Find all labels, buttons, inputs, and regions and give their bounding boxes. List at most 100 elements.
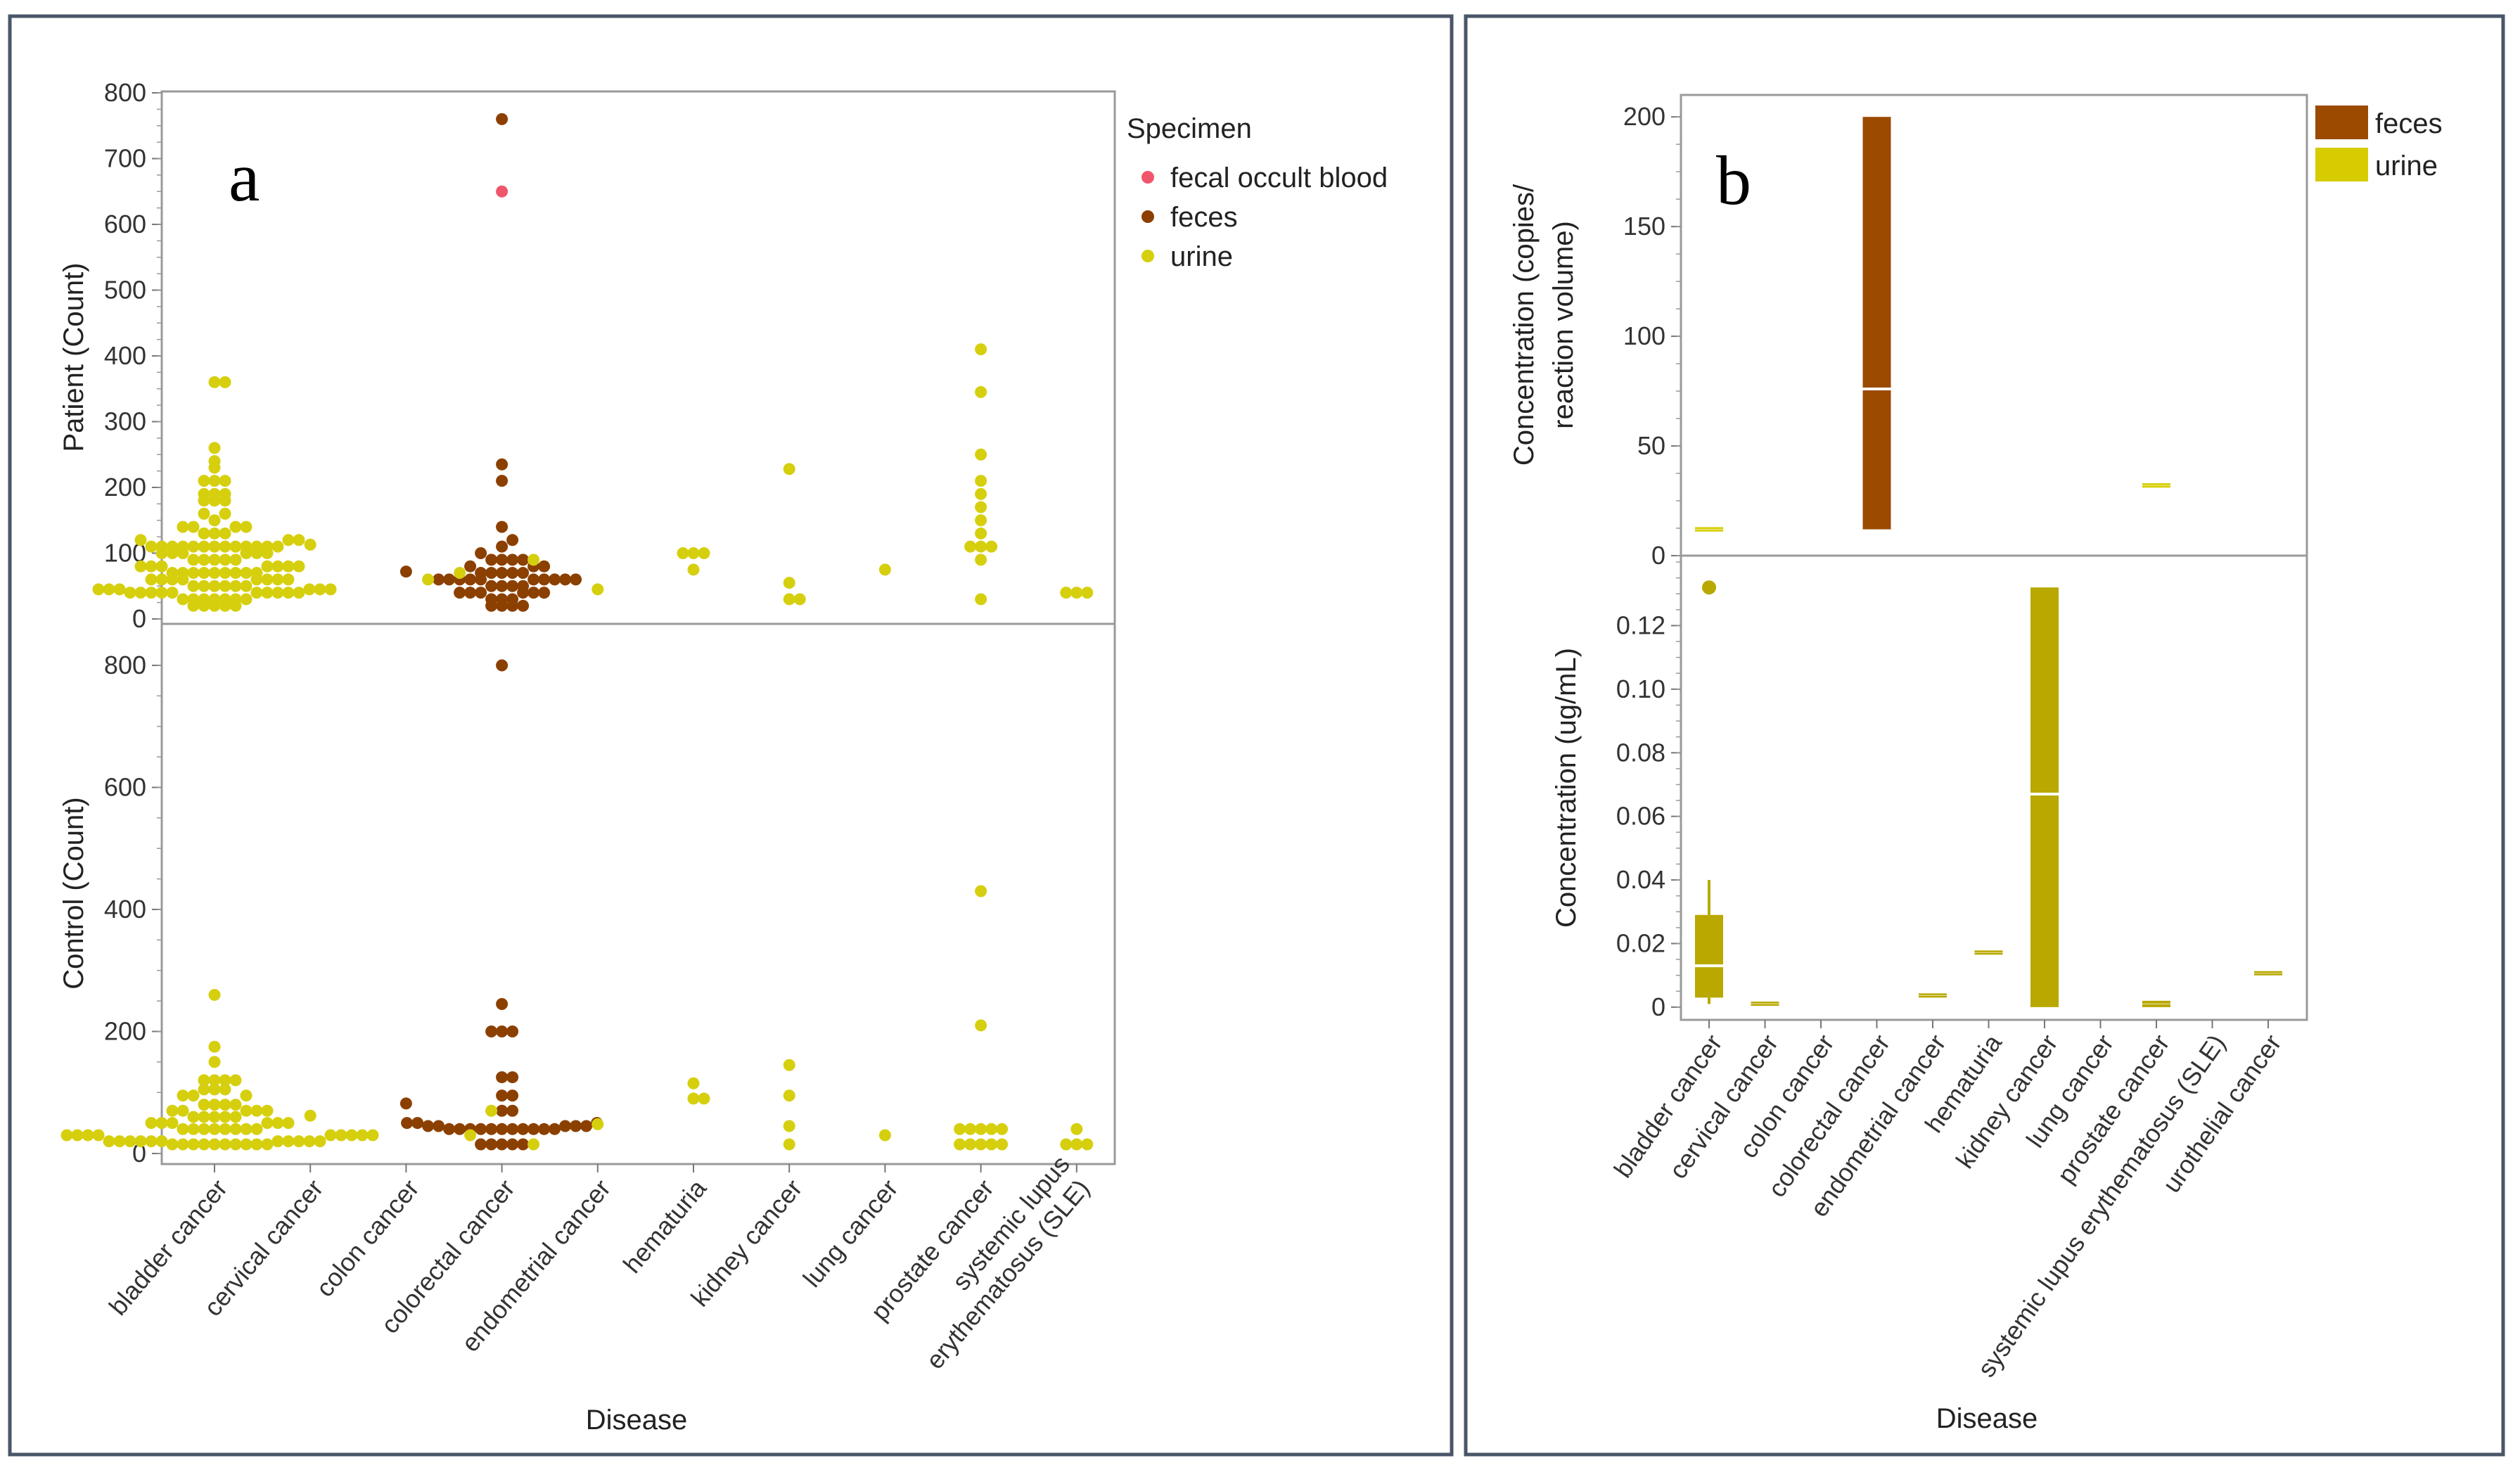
point-urine-prostate-cancer [975,385,987,398]
point-urine-prostate-cancer [975,1123,987,1135]
point-urine-prostate-cancer [975,540,987,553]
point-urine-bladder-cancer [198,1083,210,1096]
panel-a-x-axis-title: Disease [586,1405,688,1436]
point-urine-prostate-cancer [996,1123,1009,1135]
point-urine-bladder-cancer [145,573,158,586]
panel-b-bottom-y-axis-title: Concentration (ug/mL) [1551,648,1582,928]
point-urine-bladder-cancer [324,583,337,596]
point-urine-bladder-cancer [166,1117,179,1130]
point-urine-kidney-cancer [783,1138,795,1151]
y-tick-label: 600 [104,210,146,238]
y-tick-label: 800 [104,78,146,107]
point-feces-colorectal-cancer [422,1120,435,1132]
point-urine-bladder-cancer [229,1123,242,1135]
point-urine-bladder-cancer [219,527,231,539]
point-feces-colorectal-cancer [506,1123,519,1135]
point-urine-bladder-cancer [293,534,305,547]
point-urine-bladder-cancer [293,587,305,599]
y-tick-label: 700 [104,144,146,173]
point-urine-bladder-cancer [124,1135,136,1148]
point-urine-prostate-cancer [985,540,998,553]
point-urine-bladder-cancer [198,1074,210,1087]
point-urine-bladder-cancer [187,1123,200,1135]
point-urine-bladder-cancer [261,540,274,553]
y-tick-label: 0.04 [1616,865,1665,894]
point-urine-cervical-cancer [304,538,316,551]
point-urine-prostate-cancer [975,343,987,356]
point-urine-kidney-cancer [783,1059,795,1071]
point-feces-colorectal-cancer [433,1120,445,1132]
point-feces-colorectal-cancer [433,573,445,586]
point-feces-colorectal-cancer [538,587,551,599]
y-tick-label: 300 [104,407,146,436]
point-urine-hematuria [687,1077,700,1089]
point-urine-bladder-cancer [208,527,221,539]
point-urine-bladder-cancer [187,580,200,592]
point-urine-bladder-cancer [219,1083,231,1096]
point-feces-colorectal-cancer [411,1117,424,1130]
point-feces-colorectal-cancer [517,599,530,612]
point-feces-colorectal-cancer [506,580,519,592]
y-tick-label: 0.02 [1616,929,1665,958]
point-urine-systemic-lupus-erythematosus-sle [1060,587,1073,599]
point-feces-colorectal-cancer [485,567,498,580]
point-urine-prostate-cancer [954,1138,966,1151]
point-urine-bladder-cancer [324,1129,337,1142]
legend-marker-feces [1141,210,1154,223]
point-urine-bladder-cancer [229,540,242,553]
point-urine-bladder-cancer [208,442,221,454]
point-feces-colorectal-cancer [559,573,572,586]
panel-letter-a: a [229,138,260,216]
point-urine-hematuria [687,563,700,576]
point-urine-prostate-cancer [975,448,987,461]
point-urine-bladder-cancer [198,1138,210,1151]
point-urine-bladder-cancer [219,567,231,580]
point-urine-bladder-cancer [155,540,168,553]
point-urine-bladder-cancer [250,1123,263,1135]
point-feces-colorectal-cancer [496,520,509,533]
panel-b-x-axis-title: Disease [1936,1403,2038,1434]
point-urine-bladder-cancer [103,1135,115,1148]
point-urine-bladder-cancer [271,560,284,573]
point-urine-bladder-cancer [198,567,210,580]
point-urine-bladder-cancer [208,455,221,468]
point-feces-colorectal-cancer [506,1104,519,1117]
point-urine-bladder-cancer [208,580,221,592]
point-urine-colorectal-cancer [454,567,466,580]
point-feces-colorectal-cancer [506,534,519,547]
point-feces-colorectal-cancer [506,567,519,580]
point-urine-bladder-cancer [155,573,168,586]
point-feces-colorectal-cancer [496,997,509,1010]
point-feces-colon-cancer [399,565,412,578]
point-urine-bladder-cancer [250,1104,263,1117]
point-urine-bladder-cancer [177,1123,189,1135]
y-tick-label: 400 [104,895,146,923]
legend-swatch-feces [2315,106,2368,139]
point-feces-colorectal-cancer [517,554,530,566]
point-urine-hematuria [687,547,700,559]
point-urine-bladder-cancer [177,520,189,533]
box-urine-kidney-cancer [2030,587,2059,1007]
point-urine-bladder-cancer [198,475,210,487]
point-urine-prostate-cancer [975,514,987,527]
point-feces-colorectal-cancer [475,1138,487,1151]
point-urine-prostate-cancer [985,1123,998,1135]
point-urine-systemic-lupus-erythematosus-sle [1081,587,1094,599]
point-feces-colorectal-cancer [506,1025,519,1037]
point-urine-bladder-cancer [198,554,210,566]
point-urine-bladder-cancer [198,487,210,500]
point-feces-colorectal-cancer [475,1123,487,1135]
point-urine-bladder-cancer [240,1089,252,1102]
point-urine-bladder-cancer [208,593,221,606]
point-feces-colorectal-cancer [517,580,530,592]
point-feces-colorectal-cancer [485,554,498,566]
point-urine-bladder-cancer [208,514,221,527]
point-urine-prostate-cancer [975,475,987,487]
panel-a-top-y-axis-title: Patient (Count) [58,262,89,452]
y-tick-label: 200 [1623,102,1665,131]
point-urine-prostate-cancer [975,487,987,500]
point-feces-colorectal-cancer [506,1089,519,1102]
point-urine-bladder-cancer [314,1135,326,1148]
point-urine-bladder-cancer [166,587,179,599]
